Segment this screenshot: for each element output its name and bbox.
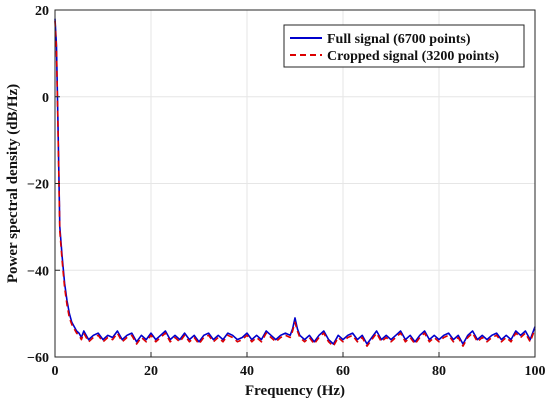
y-tick-label: 0 (42, 91, 49, 106)
legend: Full signal (6700 points) Cropped signal… (283, 24, 525, 68)
y-tick-label: −40 (27, 264, 49, 279)
x-tick-label: 80 (432, 364, 446, 379)
legend-label-full-signal: Full signal (6700 points) (327, 32, 471, 47)
series-layer (54, 18, 536, 347)
y-axis-label: Power spectral density (dB/Hz) (5, 84, 21, 283)
x-tick-label: 60 (336, 364, 350, 379)
x-tick-label: 0 (52, 364, 59, 379)
x-tick-label: 100 (525, 364, 546, 379)
series-line-full-signal (54, 18, 536, 345)
y-tick-label: −20 (27, 178, 49, 193)
x-axis-label: Frequency (Hz) (245, 383, 345, 399)
x-tick-label: 20 (144, 364, 158, 379)
y-tick-label: −60 (27, 351, 49, 366)
legend-label-cropped-signal: Cropped signal (3200 points) (327, 49, 499, 64)
y-axis: −60 −40 −20 0 20 (27, 4, 60, 366)
legend-box (283, 24, 525, 68)
x-tick-label: 40 (240, 364, 254, 379)
y-tick-label: 20 (35, 4, 49, 19)
x-axis: 0 20 40 60 80 100 (52, 352, 546, 379)
